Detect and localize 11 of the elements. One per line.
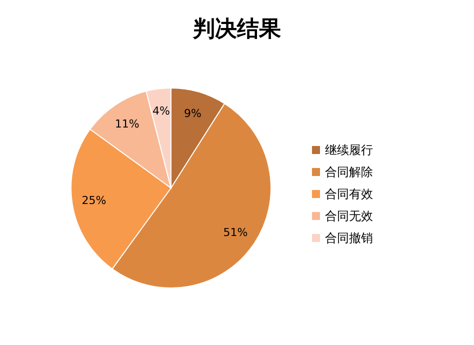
legend-label: 合同解除	[325, 165, 373, 179]
data-label: 9%	[184, 107, 202, 120]
data-label: 25%	[82, 194, 106, 208]
legend-label: 合同撤销	[325, 231, 373, 245]
data-label: 11%	[114, 117, 140, 130]
data-label: 4%	[152, 104, 170, 118]
legend-label: 合同无效	[325, 209, 373, 223]
chart-title: 判决结果	[192, 17, 282, 42]
legend-label: 合同有效	[325, 187, 373, 201]
legend-label: 继续履行	[325, 143, 373, 157]
data-label: 51%	[223, 226, 248, 239]
